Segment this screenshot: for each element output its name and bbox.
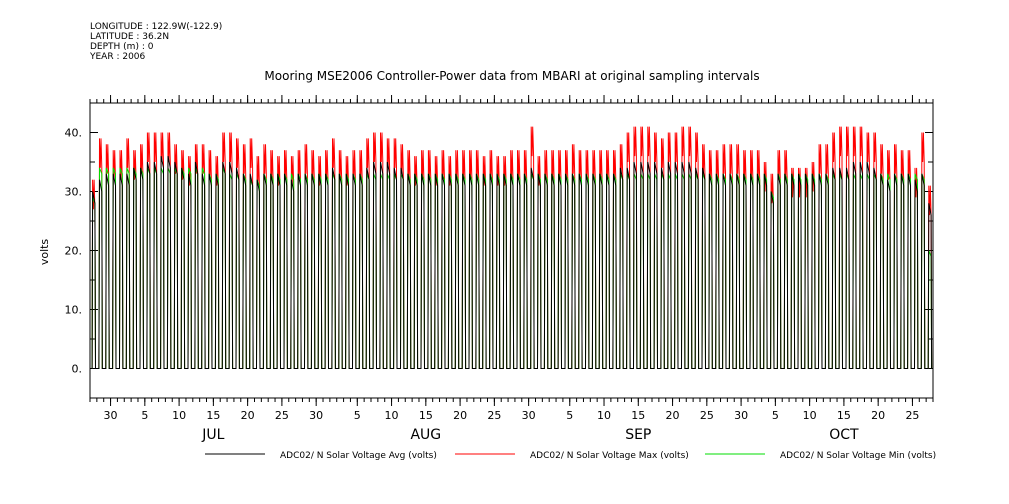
y-tick-label: 40. [65, 127, 83, 140]
y-tick-labels: 0. 10. 20. 30. 40. [65, 127, 83, 376]
legend: ADC02/ N Solar Voltage Avg (volts) ADC02/… [205, 451, 936, 461]
y-tick-label: 0. [72, 363, 83, 376]
x-tick-label: 10 [597, 409, 611, 422]
x-tick-label: 15 [631, 409, 645, 422]
month-labels: JUL AUG SEP OCT [201, 427, 859, 443]
x-tick-label: 5 [354, 409, 361, 422]
x-tick-label: 30 [734, 409, 748, 422]
x-tick-label: 15 [419, 409, 433, 422]
chart-title: Mooring MSE2006 Controller-Power data fr… [264, 69, 759, 83]
x-tick-label: 15 [206, 409, 220, 422]
series-line-max [90, 126, 933, 369]
x-tick-label: 10 [385, 409, 399, 422]
x-tick-label: 25 [275, 409, 289, 422]
legend-label: ADC02/ N Solar Voltage Avg (volts) [280, 451, 437, 461]
depth-label: DEPTH (m) : 0 [90, 42, 154, 52]
x-tick-label: 10 [803, 409, 817, 422]
series-group [90, 126, 933, 369]
x-tick-label: 30 [104, 409, 118, 422]
x-tick-label: 30 [309, 409, 323, 422]
series-line-min [90, 167, 933, 369]
series-line-avg [90, 156, 933, 369]
year-label: YEAR : 2006 [90, 52, 146, 62]
legend-label: ADC02/ N Solar Voltage Max (volts) [530, 451, 689, 461]
month-label: JUL [201, 427, 224, 443]
y-tick-label: 10. [65, 304, 83, 317]
month-label: SEP [625, 427, 651, 443]
x-tick-label: 20 [241, 409, 255, 422]
x-tick-label: 15 [837, 409, 851, 422]
month-label: OCT [829, 427, 859, 443]
x-tick-labels: 30 5 10 15 20 25 30 5 10 15 20 25 30 5 10 15 20 25 30 5 10 15… [104, 409, 920, 422]
x-tick-label: 25 [700, 409, 714, 422]
legend-label: ADC02/ N Solar Voltage Min (volts) [780, 451, 936, 461]
month-label: AUG [410, 427, 441, 443]
x-tick-label: 10 [172, 409, 186, 422]
y-tick-label: 30. [65, 186, 83, 199]
x-tick-label: 25 [487, 409, 501, 422]
x-tick-label: 25 [905, 409, 919, 422]
x-tick-label: 20 [666, 409, 680, 422]
plot-frame [89, 102, 934, 399]
x-tick-label: 5 [141, 409, 148, 422]
y-tick-label: 20. [65, 245, 83, 258]
x-tick-label: 30 [522, 409, 536, 422]
x-tick-label: 5 [772, 409, 779, 422]
x-tick-label: 20 [871, 409, 885, 422]
longitude-label: LONGITUDE : 122.9W(-122.9) [90, 22, 223, 32]
axis-ticks [89, 95, 934, 406]
x-tick-label: 5 [566, 409, 573, 422]
x-tick-label: 20 [453, 409, 467, 422]
latitude-label: LATITUDE : 36.2N [90, 32, 170, 42]
y-axis-label: volts [38, 239, 51, 266]
